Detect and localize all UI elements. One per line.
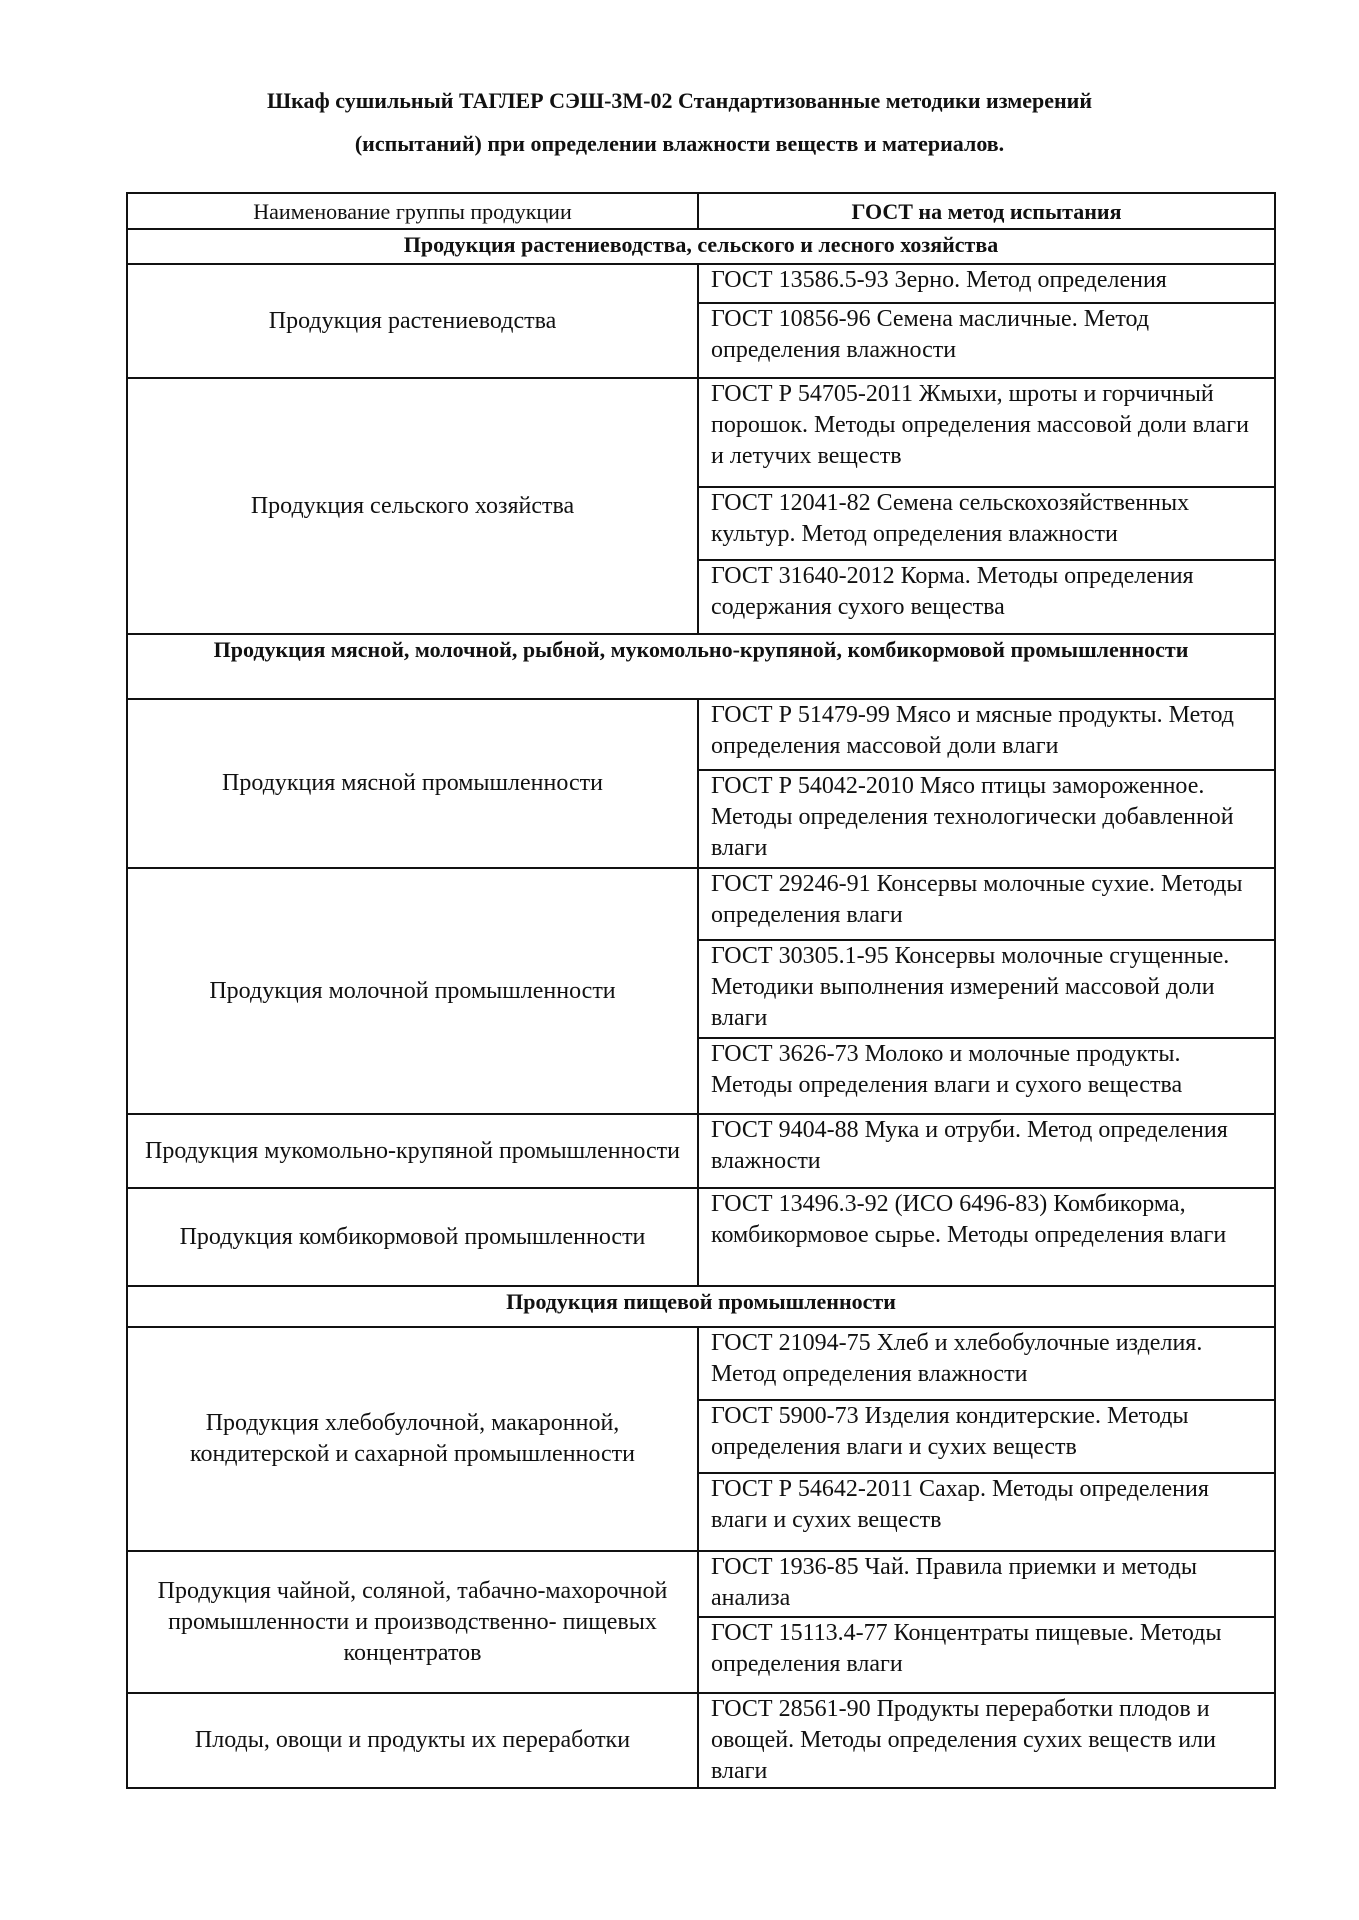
section-row: Продукция мясной, молочной, рыбной, муко… <box>126 633 1276 700</box>
section-title: Продукция мясной, молочной, рыбной, муко… <box>126 633 1276 700</box>
table-row: ГОСТ 12041-82 Семена сельскохозяйственны… <box>127 486 1276 561</box>
table-row: ГОСТ 5900-73 Изделия кондитерские. Метод… <box>127 1399 1276 1474</box>
table-row: ГОСТ Р 54642-2011 Сахар. Методы определе… <box>127 1472 1276 1552</box>
product-group-cell: Продукция растениеводства <box>126 263 699 379</box>
table-row: Продукция сельского хозяйства ГОСТ Р 5470… <box>126 377 1276 635</box>
gost-method-cell: ГОСТ 21094-75 Хлеб и хлебобулочные издел… <box>697 1326 1276 1401</box>
table-row: Продукция мясной промышленности ГОСТ Р 51… <box>126 698 1276 869</box>
table-row: Продукция мукомольно-крупяной промышленн… <box>126 1113 1276 1189</box>
table-row: ГОСТ Р 54042-2010 Мясо птицы замороженно… <box>127 769 1276 869</box>
gost-method-cell: ГОСТ 3626-73 Молоко и молочные продукты.… <box>697 1037 1276 1115</box>
product-group-cell: Продукция мясной промышленности <box>126 698 699 869</box>
table-row: Продукция хлебобулочной, макаронной, кон… <box>126 1326 1276 1552</box>
table-row: ГОСТ 10856-96 Семена масличные. Метод оп… <box>127 302 1276 379</box>
gost-method-cell: ГОСТ 13586.5-93 Зерно. Метод определения <box>697 263 1276 304</box>
product-group-cell: Продукция комбикормовой промышленности <box>126 1187 699 1287</box>
gost-method-cell: ГОСТ Р 54042-2010 Мясо птицы замороженно… <box>697 769 1276 869</box>
table-row: Продукция растениеводства ГОСТ 13586.5-93… <box>126 263 1276 379</box>
header-product-group: Наименование группы продукции <box>126 192 699 230</box>
product-group-cell: Продукция чайной, соляной, табачно-махор… <box>126 1550 699 1694</box>
product-group-cell: Продукция молочной промышленности <box>126 867 699 1115</box>
gost-method-cell: ГОСТ Р 54642-2011 Сахар. Методы определе… <box>697 1472 1276 1552</box>
table-row: Плоды, овощи и продукты их переработки ГО… <box>126 1692 1276 1789</box>
gost-method-cell: ГОСТ 28561-90 Продукты переработки плодо… <box>697 1692 1276 1789</box>
gost-method-cell: ГОСТ 15113.4-77 Концентраты пищевые. Мет… <box>697 1616 1276 1694</box>
gost-method-cell: ГОСТ 13496.3-92 (ИСО 6496-83) Комбикорма… <box>697 1187 1276 1287</box>
gost-method-cell: ГОСТ 5900-73 Изделия кондитерские. Метод… <box>697 1399 1276 1474</box>
section-row: Продукция пищевой промышленности <box>126 1285 1276 1328</box>
table-header-row: Наименование группы продукции ГОСТ на ме… <box>126 192 1276 230</box>
product-group-cell: Плоды, овощи и продукты их переработки <box>126 1692 699 1789</box>
table-row: Продукция чайной, соляной, табачно-махор… <box>126 1550 1276 1694</box>
product-group-cell: Продукция мукомольно-крупяной промышленн… <box>126 1113 699 1189</box>
gost-method-cell: ГОСТ 1936-85 Чай. Правила приемки и мето… <box>697 1550 1276 1618</box>
gost-method-cell: ГОСТ Р 51479-99 Мясо и мясные продукты. … <box>697 698 1276 771</box>
gost-method-cell: ГОСТ 29246-91 Консервы молочные сухие. М… <box>697 867 1276 941</box>
gost-method-cell: ГОСТ 31640-2012 Корма. Методы определени… <box>697 559 1276 635</box>
gost-method-cell: ГОСТ 9404-88 Мука и отруби. Метод опреде… <box>697 1113 1276 1189</box>
document-title-line-1: Шкаф сушильный ТАГЛЕР СЭШ-3М-02 Стандарт… <box>267 88 1092 113</box>
table-row: ГОСТ 31640-2012 Корма. Методы определени… <box>127 559 1276 635</box>
section-title: Продукция пищевой промышленности <box>126 1285 1276 1328</box>
gost-method-cell: ГОСТ Р 54705-2011 Жмыхи, шроты и горчичн… <box>697 377 1276 488</box>
section-title: Продукция растениеводства, сельского и л… <box>126 228 1276 265</box>
table-row: Продукция комбикормовой промышленности ГО… <box>126 1187 1276 1287</box>
table-row: Продукция молочной промышленности ГОСТ 29… <box>126 867 1276 1115</box>
gost-table: Наименование группы продукции ГОСТ на ме… <box>126 192 1276 1789</box>
product-group-cell: Продукция хлебобулочной, макаронной, кон… <box>126 1326 699 1552</box>
gost-method-cell: ГОСТ 30305.1-95 Консервы молочные сгущен… <box>697 939 1276 1039</box>
table-row: ГОСТ 15113.4-77 Концентраты пищевые. Мет… <box>127 1616 1276 1694</box>
gost-method-cell: ГОСТ 12041-82 Семена сельскохозяйственны… <box>697 486 1276 561</box>
document-title-line-2: (испытаний) при определении влажности ве… <box>354 131 1005 156</box>
product-group-cell: Продукция сельского хозяйства <box>126 377 699 635</box>
table-row: ГОСТ 3626-73 Молоко и молочные продукты.… <box>127 1037 1276 1115</box>
gost-method-cell: ГОСТ 10856-96 Семена масличные. Метод оп… <box>697 302 1276 379</box>
table-row: ГОСТ 30305.1-95 Консервы молочные сгущен… <box>127 939 1276 1039</box>
header-gost-method: ГОСТ на метод испытания <box>697 192 1276 230</box>
section-row: Продукция растениеводства, сельского и л… <box>126 228 1276 265</box>
